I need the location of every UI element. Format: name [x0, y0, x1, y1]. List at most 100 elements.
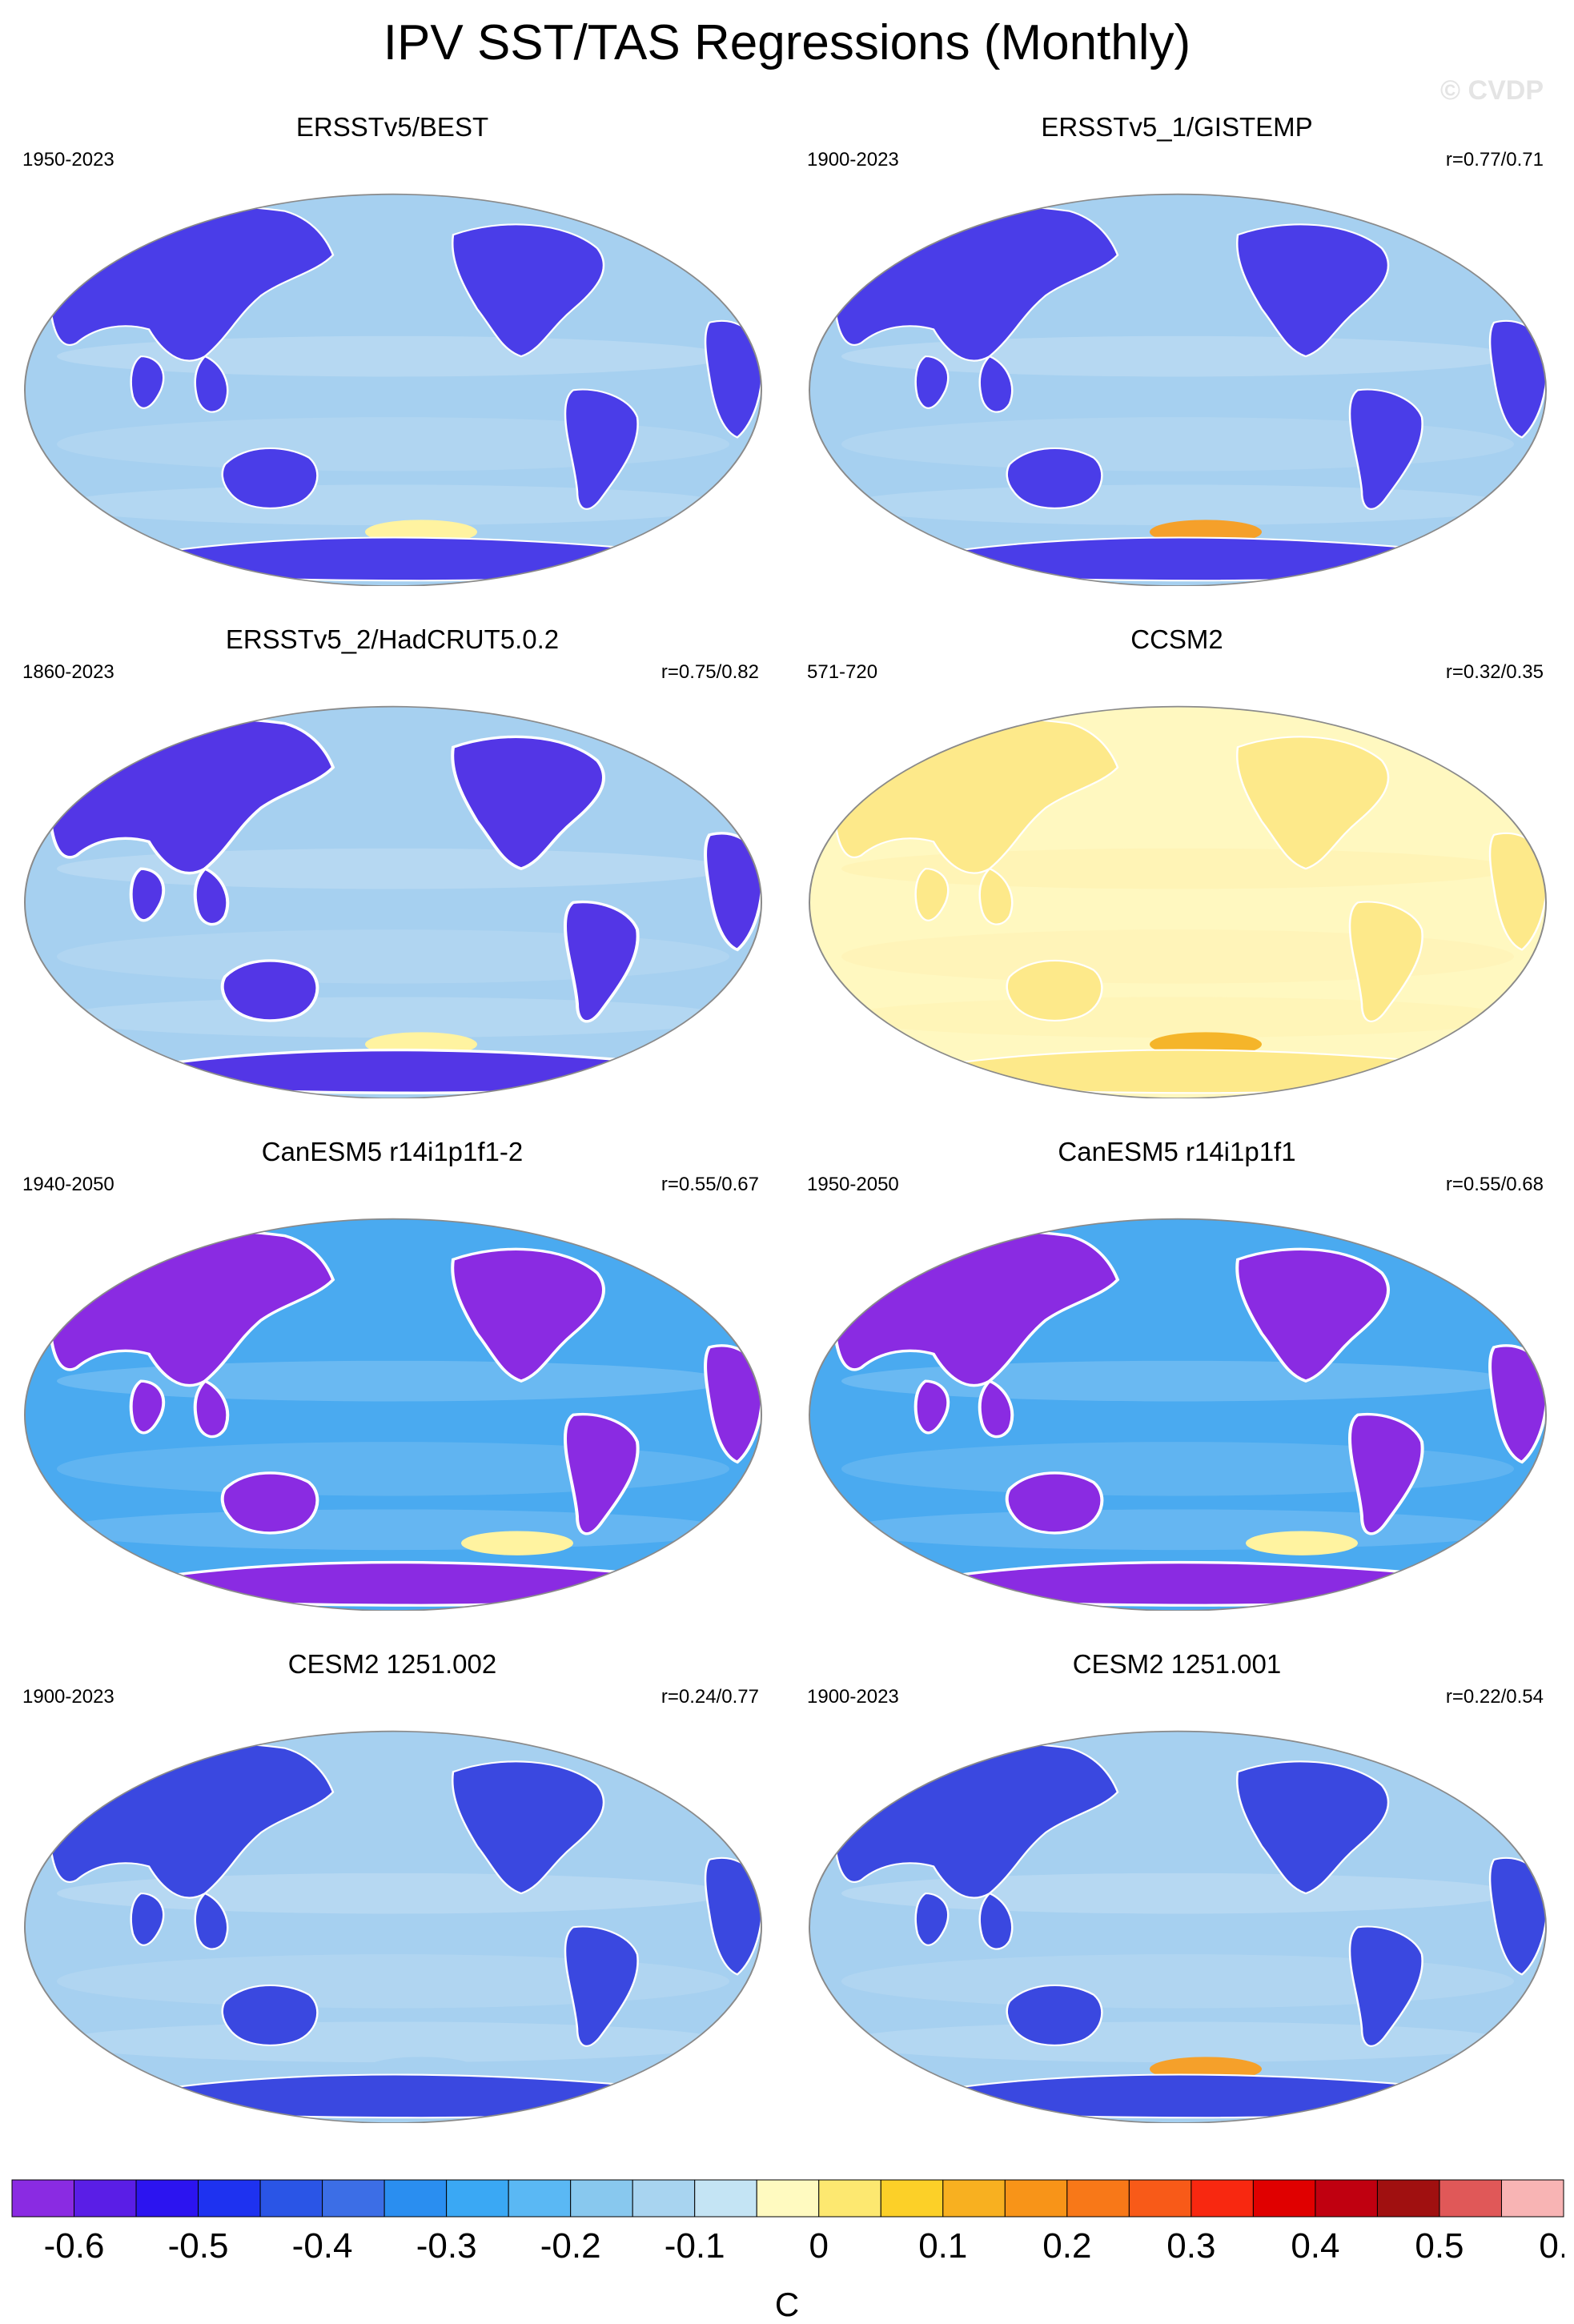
map-outline — [809, 193, 1547, 586]
land-india — [129, 1379, 166, 1435]
colorbar-box — [259, 2179, 323, 2218]
panel-title: CESM2 1251.002 — [287, 1649, 497, 1679]
panel-years: 1900-2023 — [807, 149, 899, 171]
regression-map — [809, 705, 1547, 1098]
colorbar: -0.6 -0.5 -0.4 -0.3 -0.2 -0.1 0 0.1 0.2 0.3 0.4 0.5… — [11, 2179, 1564, 2266]
land-greenland — [1419, 706, 1480, 748]
land-australia — [1006, 447, 1103, 509]
ocean-band — [57, 929, 729, 984]
panel-title: ERSSTv5_1/GISTEMP — [1041, 112, 1313, 142]
land-india — [129, 867, 166, 922]
panel-title: CanESM5 r14i1p1f1-2 — [261, 1137, 524, 1166]
map-panel: CCSM2 571-720 r=0.32/0.35 — [801, 624, 1553, 1105]
panel-title: CESM2 1251.001 — [1072, 1649, 1282, 1679]
land-greenland — [634, 1218, 696, 1260]
colorbar-tick-label: 0.1 — [918, 2226, 967, 2266]
panel-pattern-correlation: r=0.22/0.54 — [1445, 1686, 1544, 1708]
land-seasia — [978, 1892, 1014, 1950]
regression-map — [24, 1730, 762, 2123]
ocean-band — [841, 2021, 1514, 2063]
colorbar-box — [1252, 2179, 1316, 2218]
map-panel: ERSSTv5_2/HadCRUT5.0.2 1860-2023 r=0.75/0.… — [16, 624, 769, 1105]
land-seasia — [193, 1379, 230, 1439]
ocean-band — [841, 335, 1514, 377]
ocean-band — [57, 1509, 729, 1551]
colorbar-tick-label: 0 — [809, 2226, 829, 2266]
panel-years: 1860-2023 — [22, 661, 114, 683]
land-samerica — [563, 900, 640, 1023]
land-seasia — [194, 355, 229, 413]
ocean-band — [841, 997, 1514, 1038]
map-outline — [809, 705, 1547, 1098]
land-samerica — [564, 1925, 639, 2047]
panel-years: 1900-2023 — [807, 1686, 899, 1708]
colorbar-box — [632, 2179, 696, 2218]
panel-title: CCSM2 — [1130, 624, 1223, 654]
colorbar-box — [818, 2179, 881, 2218]
panel-title: ERSSTv5/BEST — [295, 112, 489, 142]
land-samerica — [1347, 1412, 1424, 1535]
land-seasia — [978, 355, 1014, 413]
colorbar-box — [198, 2179, 261, 2218]
ocean-band — [57, 2021, 729, 2063]
colorbar-box — [1066, 2179, 1130, 2218]
map-panel: CESM2 1251.001 1900-2023 r=0.22/0.54 — [801, 1649, 1553, 2129]
colorbar-box — [1500, 2179, 1564, 2218]
panel-pattern-correlation: r=0.24/0.77 — [661, 1686, 759, 1708]
land-namerica — [451, 1760, 605, 1895]
colorbar-box — [1439, 2179, 1502, 2218]
land-india — [130, 355, 165, 409]
land-greenland — [1419, 1731, 1480, 1772]
panel-pattern-correlation: r=0.55/0.67 — [661, 1174, 759, 1195]
map-outline — [809, 1730, 1547, 2123]
colorbar-tick-label: -0.2 — [540, 2226, 601, 2266]
colorbar-tick-label: -0.4 — [292, 2226, 353, 2266]
map-panel: CanESM5 r14i1p1f1-2 1940-2050 r=0.55/0.67 — [16, 1137, 769, 1617]
colorbar-tick-label: -0.3 — [416, 2226, 477, 2266]
colorbar-tick-label: -0.1 — [665, 2226, 725, 2266]
map-panel: CESM2 1251.002 1900-2023 r=0.24/0.77 — [16, 1649, 769, 2129]
cvdp-watermark: © CVDP — [1440, 75, 1544, 106]
warm-anomaly-patch — [461, 1531, 573, 1555]
panel-title: ERSSTv5_2/HadCRUT5.0.2 — [225, 624, 560, 654]
colorbar-box — [880, 2179, 944, 2218]
panel-years: 1900-2023 — [22, 1686, 114, 1708]
warm-anomaly-patch — [1246, 1531, 1358, 1555]
land-samerica — [1348, 388, 1423, 510]
land-namerica — [1235, 1760, 1390, 1895]
map-outline — [24, 705, 762, 1098]
land-australia — [221, 1984, 319, 2046]
colorbar-tick-label: -0.6 — [44, 2226, 105, 2266]
land-namerica — [1235, 223, 1390, 358]
ocean-band — [841, 1442, 1514, 1496]
land-namerica — [1235, 736, 1390, 870]
land-samerica — [563, 1412, 640, 1535]
regression-map — [809, 1218, 1547, 1611]
map-panel: CanESM5 r14i1p1f1 1950-2050 r=0.55/0.68 — [801, 1137, 1553, 1617]
land-india — [130, 1893, 165, 1946]
land-australia — [220, 959, 319, 1022]
ocean-band — [841, 929, 1514, 984]
land-australia — [220, 1471, 319, 1535]
panel-pattern-correlation: r=0.77/0.71 — [1445, 149, 1544, 171]
land-australia — [1006, 959, 1103, 1022]
regression-map — [24, 1218, 762, 1611]
colorbar-tick-label: 0.6 — [1539, 2226, 1564, 2266]
figure-title: IPV SST/TAS Regressions (Monthly) — [383, 15, 1191, 70]
ocean-band — [841, 1872, 1514, 1914]
colorbar-tick-label: 0.2 — [1042, 2226, 1091, 2266]
land-australia — [1005, 1471, 1104, 1535]
land-samerica — [564, 388, 639, 510]
ocean-band — [57, 1872, 729, 1914]
panel-years: 1940-2050 — [22, 1174, 114, 1195]
panel-years: 1950-2050 — [807, 1174, 899, 1195]
land-india — [914, 355, 950, 409]
map-outline — [24, 1218, 762, 1611]
regression-map — [809, 1730, 1547, 2123]
map-outline — [24, 193, 762, 586]
land-samerica — [1348, 1925, 1423, 2047]
map-outline — [24, 1730, 762, 2123]
ocean-band — [57, 335, 729, 377]
ocean-band — [841, 1954, 1514, 2009]
land-india — [914, 1893, 950, 1946]
